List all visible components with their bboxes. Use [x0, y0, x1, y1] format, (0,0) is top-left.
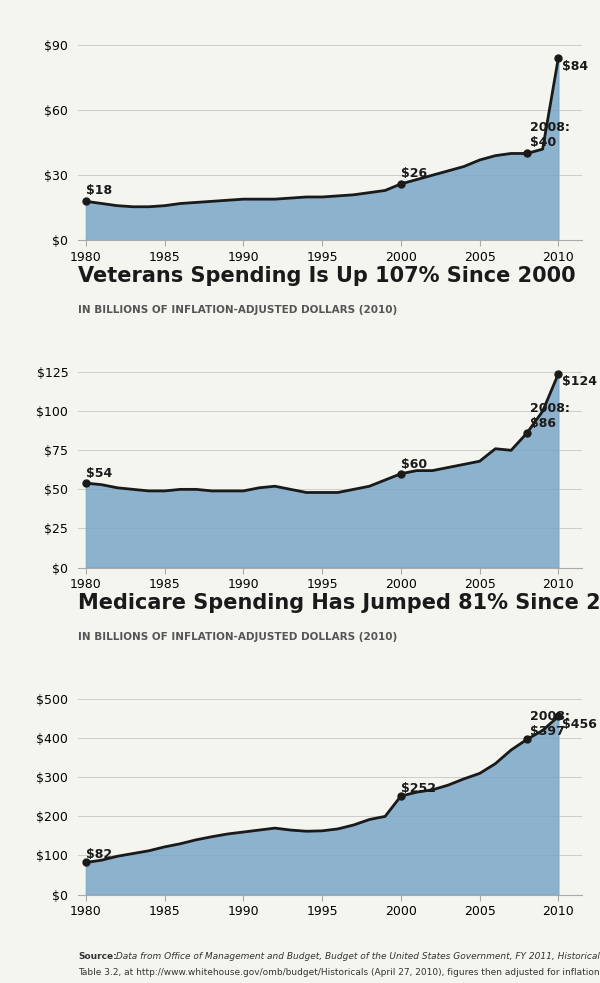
- Text: Source:: Source:: [78, 953, 117, 961]
- Text: $54: $54: [86, 467, 112, 480]
- Point: [81, 194, 91, 209]
- Point: [81, 475, 91, 491]
- Point: [81, 854, 91, 870]
- Text: $82: $82: [86, 848, 112, 861]
- Point: [396, 176, 406, 192]
- Text: $60: $60: [401, 458, 427, 471]
- Text: 2008:
$397: 2008: $397: [530, 710, 570, 738]
- Text: $252: $252: [401, 781, 436, 794]
- Point: [554, 709, 563, 724]
- Point: [396, 788, 406, 804]
- Text: Medicare Spending Has Jumped 81% Since 2000: Medicare Spending Has Jumped 81% Since 2…: [78, 593, 600, 612]
- Text: $124: $124: [562, 376, 596, 388]
- Text: IN BILLIONS OF INFLATION-ADJUSTED DOLLARS (2010): IN BILLIONS OF INFLATION-ADJUSTED DOLLAR…: [78, 306, 397, 316]
- Point: [396, 466, 406, 482]
- Point: [522, 426, 532, 441]
- Text: $26: $26: [401, 166, 427, 180]
- Text: Table 3.2, at http://www.whitehouse.gov/omb/budget/Historicals (April 27, 2010),: Table 3.2, at http://www.whitehouse.gov/…: [78, 968, 600, 977]
- Text: Veterans Spending Is Up 107% Since 2000: Veterans Spending Is Up 107% Since 2000: [78, 265, 575, 286]
- Point: [522, 145, 532, 161]
- Point: [554, 366, 563, 381]
- Text: 2008:
$40: 2008: $40: [530, 121, 570, 149]
- Text: IN BILLIONS OF INFLATION-ADJUSTED DOLLARS (2010): IN BILLIONS OF INFLATION-ADJUSTED DOLLAR…: [78, 632, 397, 642]
- Text: 2008:
$86: 2008: $86: [530, 402, 570, 430]
- Text: $84: $84: [562, 60, 587, 73]
- Text: $18: $18: [86, 184, 112, 197]
- Point: [522, 731, 532, 747]
- Text: Data from Office of Management and Budget, Budget of the United States Governmen: Data from Office of Management and Budge…: [113, 953, 600, 961]
- Text: $456: $456: [562, 718, 596, 731]
- Point: [554, 50, 563, 66]
